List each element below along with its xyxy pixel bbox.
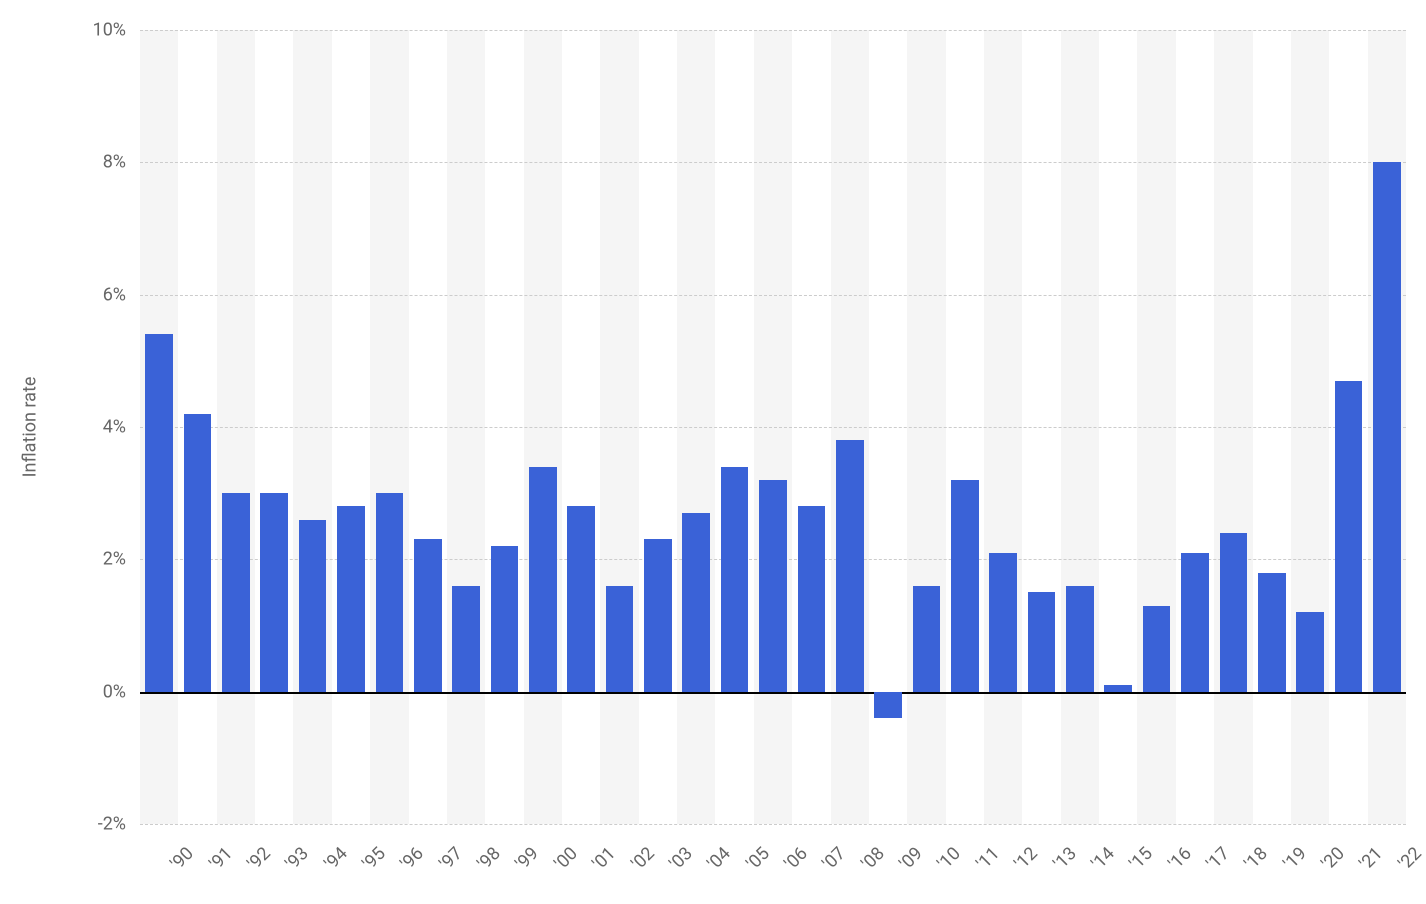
bar[interactable] bbox=[376, 493, 404, 692]
zero-line bbox=[140, 692, 1406, 694]
x-tick-label: '96 bbox=[397, 843, 428, 874]
bar[interactable] bbox=[1258, 573, 1286, 692]
x-tick-label: '95 bbox=[358, 843, 389, 874]
x-tick-label: '03 bbox=[665, 843, 696, 874]
x-tick-label: '22 bbox=[1394, 843, 1425, 874]
y-tick-label: 0% bbox=[0, 681, 126, 702]
bar[interactable] bbox=[913, 586, 941, 692]
gridline bbox=[140, 824, 1406, 825]
bar[interactable] bbox=[798, 506, 826, 691]
bar[interactable] bbox=[491, 546, 519, 692]
x-tick-label: '98 bbox=[474, 843, 505, 874]
x-tick-label: '16 bbox=[1164, 843, 1195, 874]
x-tick-label: '17 bbox=[1202, 843, 1233, 874]
bar[interactable] bbox=[222, 493, 250, 692]
gridline bbox=[140, 162, 1406, 163]
bar[interactable] bbox=[721, 467, 749, 692]
x-tick-label: '99 bbox=[512, 843, 543, 874]
gridline bbox=[140, 427, 1406, 428]
x-tick-label: '05 bbox=[742, 843, 773, 874]
bar[interactable] bbox=[414, 539, 442, 691]
x-tick-label: '09 bbox=[896, 843, 927, 874]
bar[interactable] bbox=[1220, 533, 1248, 692]
x-tick-label: '04 bbox=[704, 843, 735, 874]
bar[interactable] bbox=[529, 467, 557, 692]
gridline bbox=[140, 30, 1406, 31]
bar[interactable] bbox=[184, 414, 212, 692]
bar[interactable] bbox=[145, 334, 173, 691]
x-tick-label: '92 bbox=[243, 843, 274, 874]
x-tick-label: '13 bbox=[1049, 843, 1080, 874]
bar[interactable] bbox=[606, 586, 634, 692]
inflation-chart: Inflation rate -2%0%2%4%6%8%10%'90'91'92… bbox=[0, 0, 1426, 904]
bar[interactable] bbox=[1373, 162, 1401, 691]
x-tick-label: '14 bbox=[1087, 843, 1118, 874]
bar[interactable] bbox=[1181, 553, 1209, 692]
bar[interactable] bbox=[299, 520, 327, 692]
x-tick-label: '07 bbox=[819, 843, 850, 874]
x-tick-label: '15 bbox=[1126, 843, 1157, 874]
x-tick-label: '06 bbox=[780, 843, 811, 874]
y-tick-label: 4% bbox=[0, 417, 126, 438]
x-tick-label: '02 bbox=[627, 843, 658, 874]
bar[interactable] bbox=[874, 692, 902, 718]
x-tick-label: '19 bbox=[1279, 843, 1310, 874]
bar[interactable] bbox=[836, 440, 864, 691]
x-tick-label: '21 bbox=[1356, 843, 1387, 874]
x-tick-label: '18 bbox=[1241, 843, 1272, 874]
bar[interactable] bbox=[1104, 685, 1132, 692]
x-tick-label: '11 bbox=[972, 843, 1003, 874]
x-tick-label: '01 bbox=[589, 843, 620, 874]
y-tick-label: -2% bbox=[0, 814, 126, 835]
plot-area bbox=[140, 30, 1406, 824]
y-tick-label: 10% bbox=[0, 20, 126, 41]
bar[interactable] bbox=[567, 506, 595, 691]
bar[interactable] bbox=[452, 586, 480, 692]
bar[interactable] bbox=[1028, 592, 1056, 691]
x-tick-label: '00 bbox=[550, 843, 581, 874]
x-tick-label: '90 bbox=[167, 843, 198, 874]
bar[interactable] bbox=[1143, 606, 1171, 692]
x-tick-label: '93 bbox=[282, 843, 313, 874]
x-tick-label: '12 bbox=[1011, 843, 1042, 874]
bar[interactable] bbox=[989, 553, 1017, 692]
bar[interactable] bbox=[260, 493, 288, 692]
bar[interactable] bbox=[1066, 586, 1094, 692]
bar[interactable] bbox=[951, 480, 979, 692]
bar[interactable] bbox=[1296, 612, 1324, 691]
bar[interactable] bbox=[1335, 381, 1363, 692]
x-tick-label: '10 bbox=[934, 843, 965, 874]
x-tick-label: '91 bbox=[205, 843, 236, 874]
y-tick-label: 2% bbox=[0, 549, 126, 570]
x-tick-label: '97 bbox=[435, 843, 466, 874]
x-tick-label: '20 bbox=[1318, 843, 1349, 874]
bar[interactable] bbox=[337, 506, 365, 691]
x-tick-label: '08 bbox=[857, 843, 888, 874]
bar[interactable] bbox=[682, 513, 710, 692]
x-tick-label: '94 bbox=[320, 843, 351, 874]
bar[interactable] bbox=[644, 539, 672, 691]
gridline bbox=[140, 295, 1406, 296]
y-tick-label: 6% bbox=[0, 284, 126, 305]
y-tick-label: 8% bbox=[0, 152, 126, 173]
bar[interactable] bbox=[759, 480, 787, 692]
